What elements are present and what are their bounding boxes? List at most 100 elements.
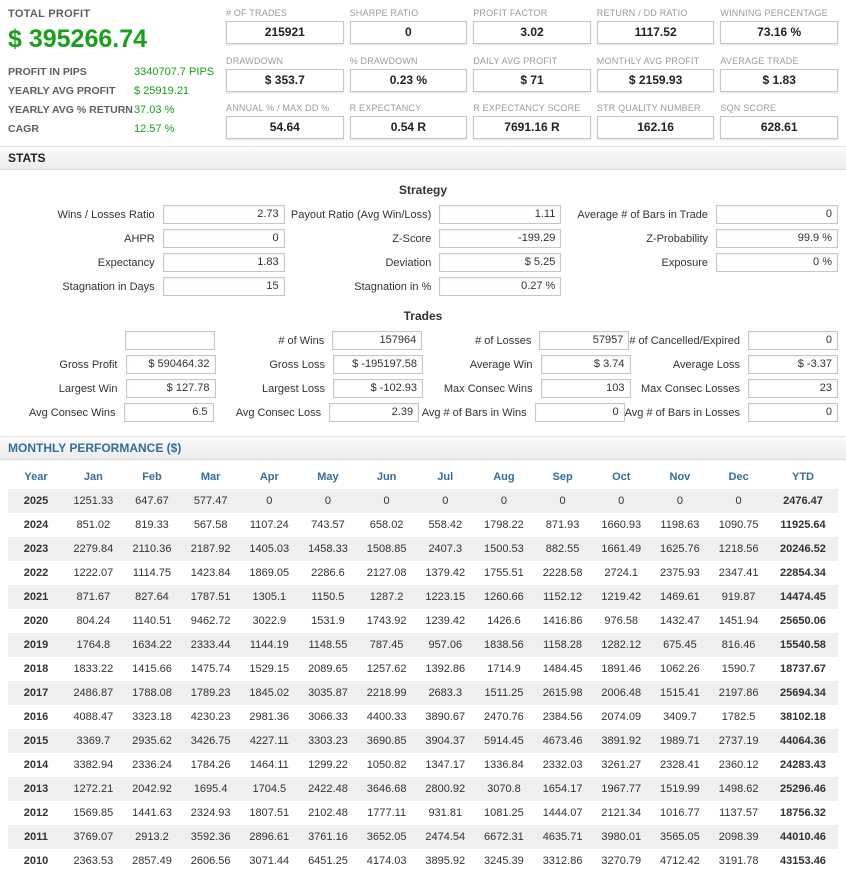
monthly-year-cell: 2014 xyxy=(23,759,49,771)
monthly-value-cell: 1508.85 xyxy=(366,543,407,555)
monthly-value-cell: 1989.71 xyxy=(660,735,700,747)
strategy-subtitle: Strategy xyxy=(398,183,448,197)
monthly-value-cell: 2121.34 xyxy=(601,807,642,819)
stat-box-value: $ 1.83 xyxy=(720,68,838,92)
monthly-value-cell: 2187.92 xyxy=(190,543,231,555)
monthly-value-cell: 1625.76 xyxy=(660,543,700,555)
monthly-value-cell: 1050.82 xyxy=(366,759,407,771)
total-profit-label: TOTAL PROFIT xyxy=(8,8,91,20)
stat-field-value: 1.11 xyxy=(439,205,562,224)
stat-field-value: 0 xyxy=(748,403,839,422)
monthly-value-cell: 6672.31 xyxy=(484,831,524,843)
monthly-value-cell: 0 xyxy=(676,495,683,507)
monthly-row: 2014 3382.94 2336.24 1784.26 1464.11 1299.22 1… xyxy=(8,753,838,777)
stat-field-value: 0.27 % xyxy=(439,277,562,296)
monthly-value-cell: 1107.24 xyxy=(249,519,289,531)
monthly-value-cell: 3071.44 xyxy=(249,855,290,867)
stat-cell: WINNING PERCENTAGE 73.16 % xyxy=(720,8,838,47)
monthly-value-cell: 1148.55 xyxy=(308,639,348,651)
monthly-value-cell: 1426.6 xyxy=(487,615,521,627)
monthly-value-cell: 1654.17 xyxy=(542,783,583,795)
summary-value: $ 25919.21 xyxy=(134,85,190,97)
monthly-value-cell: 1239.42 xyxy=(425,615,466,627)
stat-field-value: $ -3.37 xyxy=(748,355,838,374)
stat-box-value: 628.61 xyxy=(720,116,838,140)
stat-cell: AVERAGE TRADE $ 1.83 xyxy=(720,56,838,95)
profit-summary: TOTAL PROFIT $ 395266.74 PROFIT IN PIPS 3… xyxy=(8,8,220,142)
monthly-value-cell: 2486.87 xyxy=(73,687,114,699)
monthly-value-cell: 957.06 xyxy=(428,639,463,651)
monthly-value-cell: 1789.23 xyxy=(190,687,231,699)
monthly-value-cell: 1451.94 xyxy=(718,615,759,627)
monthly-value-cell: 1661.49 xyxy=(601,543,642,555)
monthly-row: 2019 1764.8 1634.22 2333.44 1144.19 1148.55 78… xyxy=(8,633,838,657)
monthly-value-cell: 1484.45 xyxy=(542,663,583,675)
monthly-ytd-cell: 18737.67 xyxy=(780,663,826,675)
stat-field-value: 103 xyxy=(540,379,631,398)
monthly-value-cell: 0 xyxy=(442,495,449,507)
monthly-value-cell: 1458.33 xyxy=(308,543,348,555)
monthly-value-cell: 1347.17 xyxy=(425,759,466,771)
stat-field-label: Average Win xyxy=(469,358,533,371)
monthly-value-cell: 2737.19 xyxy=(718,735,759,747)
monthly-col-header: Oct xyxy=(612,471,631,483)
stat-field-value xyxy=(125,331,216,350)
stat-field: Average Win $ 3.74 xyxy=(423,355,631,374)
monthly-value-cell: 976.58 xyxy=(604,615,639,627)
monthly-value-cell: 3261.27 xyxy=(601,759,642,771)
monthly-year-cell: 2017 xyxy=(23,687,49,699)
stat-field: Gross Profit $ 590464.32 xyxy=(8,355,216,374)
monthly-value-cell: 675.45 xyxy=(663,639,697,651)
stat-field-value: 2.73 xyxy=(162,205,285,224)
monthly-value-cell: 1223.15 xyxy=(425,591,466,603)
monthly-ytd-cell: 18756.32 xyxy=(780,807,826,819)
monthly-value-cell: 804.24 xyxy=(76,615,111,627)
monthly-year-cell: 2022 xyxy=(23,567,49,579)
stat-field-value: 6.5 xyxy=(123,403,214,422)
stat-field-value: 0 xyxy=(162,229,285,248)
stat-field-value: 0 xyxy=(748,331,839,350)
monthly-value-cell: 2286.6 xyxy=(311,567,345,579)
stat-field-label: # of Wins xyxy=(278,334,325,347)
monthly-value-cell: 1260.66 xyxy=(484,591,524,603)
monthly-header-row: Year Jan Feb Mar Apr May Jun Jul Aug Sep Oct Nov Dec… xyxy=(8,464,838,489)
monthly-row: 2013 1272.21 2042.92 1695.4 1704.5 2422.48 364… xyxy=(8,777,838,801)
monthly-value-cell: 3245.39 xyxy=(484,855,524,867)
stat-field-label: Average # of Bars in Trade xyxy=(577,208,709,221)
stat-field-value: 1.83 xyxy=(162,253,285,272)
monthly-value-cell: 3761.16 xyxy=(308,831,348,843)
monthly-row: 2018 1833.22 1415.66 1475.74 1529.15 2089.65 1… xyxy=(8,657,838,681)
monthly-col-header: YTD xyxy=(792,471,814,483)
monthly-value-cell: 1833.22 xyxy=(73,663,114,675)
monthly-row: 2012 1569.85 1441.63 2324.93 1807.51 2102.48 1… xyxy=(8,801,838,825)
summary-value: 3340707.7 PIPS xyxy=(134,66,215,78)
monthly-value-cell: 1788.08 xyxy=(132,687,172,699)
monthly-value-cell: 3409.7 xyxy=(663,711,697,723)
monthly-year-cell: 2019 xyxy=(23,639,49,651)
monthly-value-cell: 1415.66 xyxy=(132,663,172,675)
monthly-value-cell: 2384.56 xyxy=(542,711,583,723)
monthly-year-cell: 2023 xyxy=(23,543,49,555)
monthly-value-cell: 3066.33 xyxy=(308,711,348,723)
monthly-value-cell: 2375.93 xyxy=(660,567,700,579)
monthly-col-header: Nov xyxy=(669,471,691,483)
summary-value: 37.03 % xyxy=(134,104,175,116)
monthly-value-cell: 871.67 xyxy=(76,591,111,603)
stat-cell: R EXPECTANCY SCORE 7691.16 R xyxy=(473,103,591,142)
stat-field: # of Wins 157964 xyxy=(215,331,423,350)
trades-row: Largest Win $ 127.78 Largest Loss $ -102.93… xyxy=(0,379,846,398)
stat-field: Wins / Losses Ratio 2.73 xyxy=(8,205,285,224)
strategy-row: Wins / Losses Ratio 2.73 Payout Ratio (Avg… xyxy=(0,205,846,224)
stat-field xyxy=(561,277,838,296)
monthly-value-cell: 3382.94 xyxy=(73,759,114,771)
monthly-value-cell: 3769.07 xyxy=(73,831,114,843)
stat-cell: # OF TRADES 215921 xyxy=(226,8,344,47)
stat-box-label: R EXPECTANCY SCORE xyxy=(473,103,581,114)
stat-field-label: Avg Consec Wins xyxy=(28,406,116,419)
monthly-value-cell: 3022.9 xyxy=(252,615,287,627)
monthly-value-cell: 1114.75 xyxy=(132,567,172,579)
monthly-value-cell: 2332.03 xyxy=(542,759,583,771)
monthly-value-cell: 1498.62 xyxy=(718,783,759,795)
monthly-value-cell: 1152.12 xyxy=(543,591,583,603)
monthly-row: 2017 2486.87 1788.08 1789.23 1845.02 3035.87 2… xyxy=(8,681,838,705)
